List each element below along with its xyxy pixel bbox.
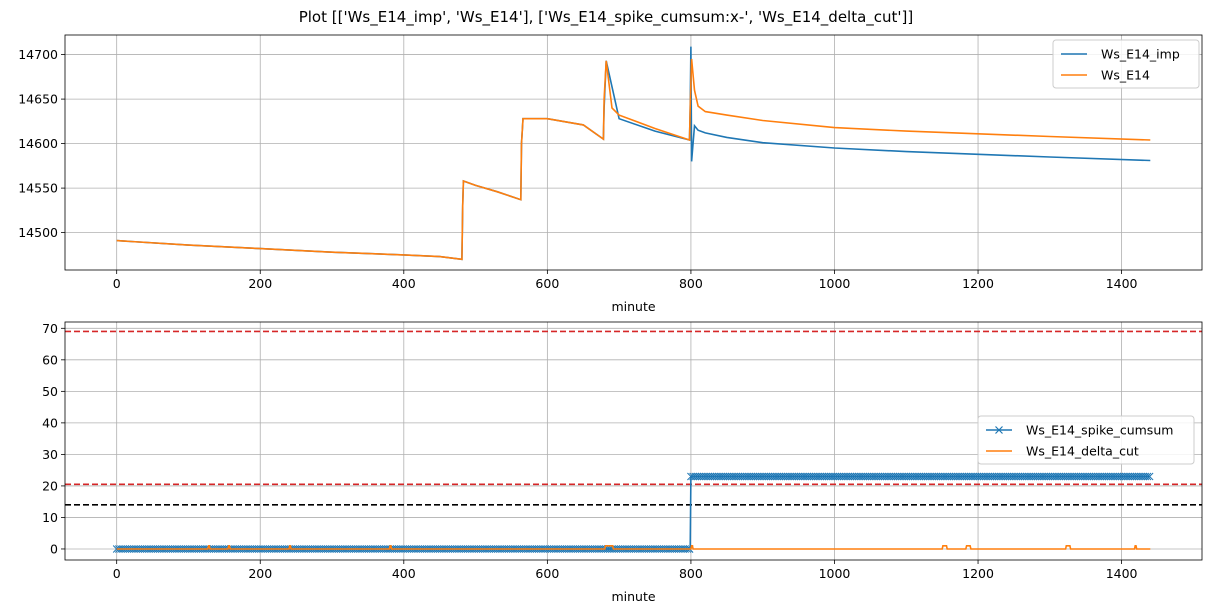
- bottom-subplot: 0 200 400 600 800 1000 1200 1400 0 10 20 30 40 50 60 70…: [42, 321, 1203, 604]
- y-tick-label: 20: [42, 478, 58, 493]
- x-tick-label: 400: [392, 276, 416, 291]
- x-tick-label: 0: [113, 566, 121, 581]
- y-tick-label: 50: [42, 384, 58, 399]
- series-line-Ws_E14_delta_cut: [116, 544, 1151, 550]
- series-line-Ws_E14: [116, 58, 1151, 261]
- legend-label: Ws_E14_imp: [1101, 47, 1180, 62]
- x-tick-label: 800: [679, 276, 703, 291]
- figure-title: Plot [['Ws_E14_imp', 'Ws_E14'], ['Ws_E14…: [299, 8, 914, 27]
- legend-marker: [995, 426, 1003, 434]
- legend-label: Ws_E14_delta_cut: [1026, 444, 1139, 459]
- y-tick-label: 10: [42, 510, 58, 525]
- plot-area: [112, 472, 1154, 553]
- x-tick-label: 600: [535, 276, 559, 291]
- x-tick-label: 200: [248, 566, 272, 581]
- data-point: [1145, 472, 1154, 481]
- y-tick-label: 30: [42, 447, 58, 462]
- series-line-Ws_E14_imp: [116, 46, 1151, 261]
- y-tick-label: 14500: [18, 225, 58, 240]
- x-tick-label: 1200: [962, 566, 994, 581]
- y-tick-label: 14550: [18, 181, 58, 196]
- y-tick-label: 0: [50, 541, 58, 556]
- x-tick-label: 1400: [1106, 566, 1138, 581]
- y-tick-label: 40: [42, 415, 58, 430]
- x-tick-label: 200: [248, 276, 272, 291]
- x-axis-label: minute: [611, 589, 655, 604]
- x-tick-label: 1000: [819, 566, 851, 581]
- legend-label: Ws_E14: [1101, 68, 1150, 83]
- x-tick-label: 400: [392, 566, 416, 581]
- y-tick-label: 60: [42, 352, 58, 367]
- legend: Ws_E14_imp Ws_E14: [1052, 39, 1200, 89]
- y-tick-label: 14650: [18, 92, 58, 107]
- y-tick-label: 14700: [18, 47, 58, 62]
- legend-label: Ws_E14_spike_cumsum: [1026, 423, 1173, 438]
- legend: Ws_E14_spike_cumsum Ws_E14_delta_cut: [977, 415, 1195, 465]
- y-tick-label: 14600: [18, 136, 58, 151]
- data-point: [1143, 472, 1152, 481]
- x-axis-label: minute: [611, 299, 655, 314]
- x-tick-label: 600: [535, 566, 559, 581]
- x-tick-label: 1000: [819, 276, 851, 291]
- x-tick-label: 800: [679, 566, 703, 581]
- x-tick-label: 0: [113, 276, 121, 291]
- y-tick-label: 70: [42, 321, 58, 336]
- x-tick-label: 1200: [962, 276, 994, 291]
- axes-frame: [64, 34, 1203, 271]
- x-tick-label: 1400: [1106, 276, 1138, 291]
- legend-box: [977, 415, 1195, 465]
- legend-box: [1052, 39, 1200, 89]
- series-line-Ws_E14_spike_cumsum: [116, 475, 1151, 550]
- plot-area: [116, 46, 1151, 261]
- top-subplot: 0 200 400 600 800 1000 1200 1400 14500 14550 14600…: [18, 34, 1203, 314]
- axes-frame: [64, 321, 1203, 561]
